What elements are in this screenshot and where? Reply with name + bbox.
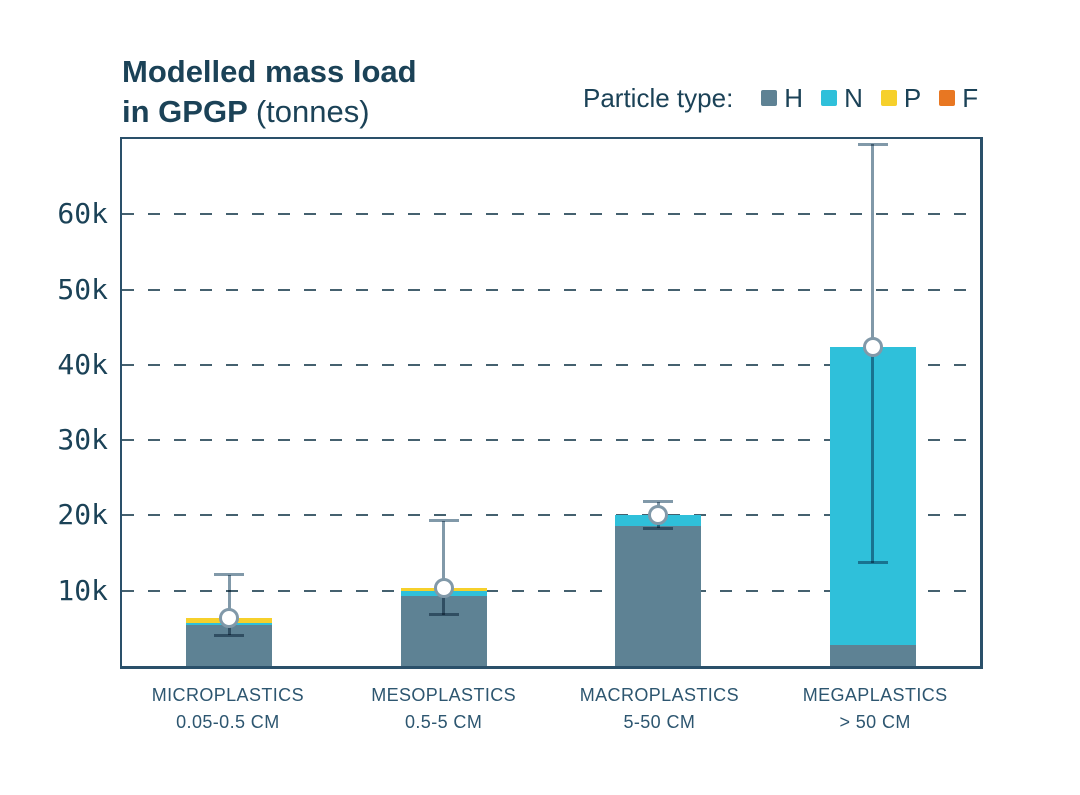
x-label-mesoplastics-size-range: 0.5-5 CM — [405, 712, 483, 732]
y-tick-label-50k: 50k — [57, 272, 108, 306]
legend-item-F: F — [939, 83, 978, 114]
plot-area — [120, 137, 983, 669]
x-label-macroplastics-size-range: 5-50 CM — [623, 712, 696, 732]
legend-label-F: F — [962, 82, 979, 113]
y-tick-label-40k: 40k — [57, 347, 108, 381]
bar-macroplastics-segment-H — [615, 525, 702, 666]
legend-item-P: P — [880, 82, 922, 114]
gridline-20k — [122, 514, 980, 517]
x-label-microplastics: MICROPLASTICS 0.05-0.5 CM — [120, 682, 336, 736]
gridline-50k — [122, 288, 980, 291]
error-bar-mesoplastics-cap-high — [428, 519, 459, 523]
error-bar-microplastics-line — [227, 574, 231, 636]
error-bar-macroplastics-marker — [648, 504, 669, 525]
y-tick-label-10k: 10k — [57, 573, 108, 607]
y-tick-label-20k: 20k — [57, 498, 108, 532]
legend-swatch-P — [880, 90, 897, 106]
legend-swatch-N — [821, 90, 838, 106]
legend: Particle type: H N P F — [583, 82, 978, 114]
y-axis: 10k 20k 30k 40k 50k 60k — [0, 137, 108, 669]
x-label-megaplastics-name: MEGAPLASTICS — [802, 685, 948, 705]
error-bar-macroplastics-cap-low — [643, 526, 674, 530]
chart-title-line2: in GPGP (tonnes) — [122, 92, 417, 132]
legend-swatch-F — [939, 90, 956, 106]
error-bar-microplastics-cap-low — [214, 633, 245, 637]
chart-title-line1: Modelled mass load — [122, 54, 417, 89]
error-bar-megaplastics-cap-low — [857, 561, 888, 565]
chart-title-line2-bold: in GPGP — [122, 94, 248, 129]
y-tick-label-30k: 30k — [57, 423, 108, 457]
x-label-microplastics-size-range: 0.05-0.5 CM — [176, 712, 280, 732]
error-bar-mesoplastics-cap-low — [428, 613, 459, 617]
bar-megaplastics-segment-H — [829, 644, 916, 666]
x-label-macroplastics-name: MACROPLASTICS — [579, 685, 739, 705]
legend-label-P: P — [903, 82, 922, 113]
legend-item-H: H — [761, 83, 803, 114]
legend-label-H: H — [784, 82, 804, 113]
x-label-megaplastics-size-range: > 50 CM — [839, 712, 911, 732]
gridline-40k — [122, 363, 980, 366]
error-bar-microplastics-marker — [219, 607, 240, 628]
error-bar-macroplastics-cap-high — [643, 500, 674, 504]
error-bar-mesoplastics-marker — [433, 578, 454, 599]
x-label-megaplastics: MEGAPLASTICS > 50 CM — [767, 682, 983, 736]
x-label-macroplastics: MACROPLASTICS 5-50 CM — [552, 682, 768, 736]
x-axis: MICROPLASTICS 0.05-0.5 CM MESOPLASTICS 0.5-… — [120, 682, 983, 736]
gridline-10k — [122, 589, 980, 592]
legend-title: Particle type: — [583, 82, 734, 113]
chart-title-unit: (tonnes) — [255, 94, 370, 129]
x-label-mesoplastics-name: MESOPLASTICS — [371, 685, 517, 705]
error-bar-microplastics-cap-high — [214, 573, 245, 577]
error-bar-megaplastics-marker — [862, 336, 883, 357]
legend-label-N: N — [844, 82, 863, 113]
y-tick-label-60k: 60k — [57, 197, 108, 231]
x-label-mesoplastics: MESOPLASTICS 0.5-5 CM — [336, 682, 552, 736]
gridline-60k — [122, 213, 980, 216]
legend-item-N: N — [821, 83, 863, 114]
chart-title: Modelled mass load in GPGP (tonnes) — [122, 52, 417, 132]
x-label-microplastics-name: MICROPLASTICS — [151, 685, 304, 705]
error-bar-mesoplastics-line — [442, 520, 446, 615]
gridline-30k — [122, 439, 980, 442]
legend-swatch-H — [761, 90, 778, 106]
error-bar-megaplastics-cap-high — [857, 142, 888, 146]
